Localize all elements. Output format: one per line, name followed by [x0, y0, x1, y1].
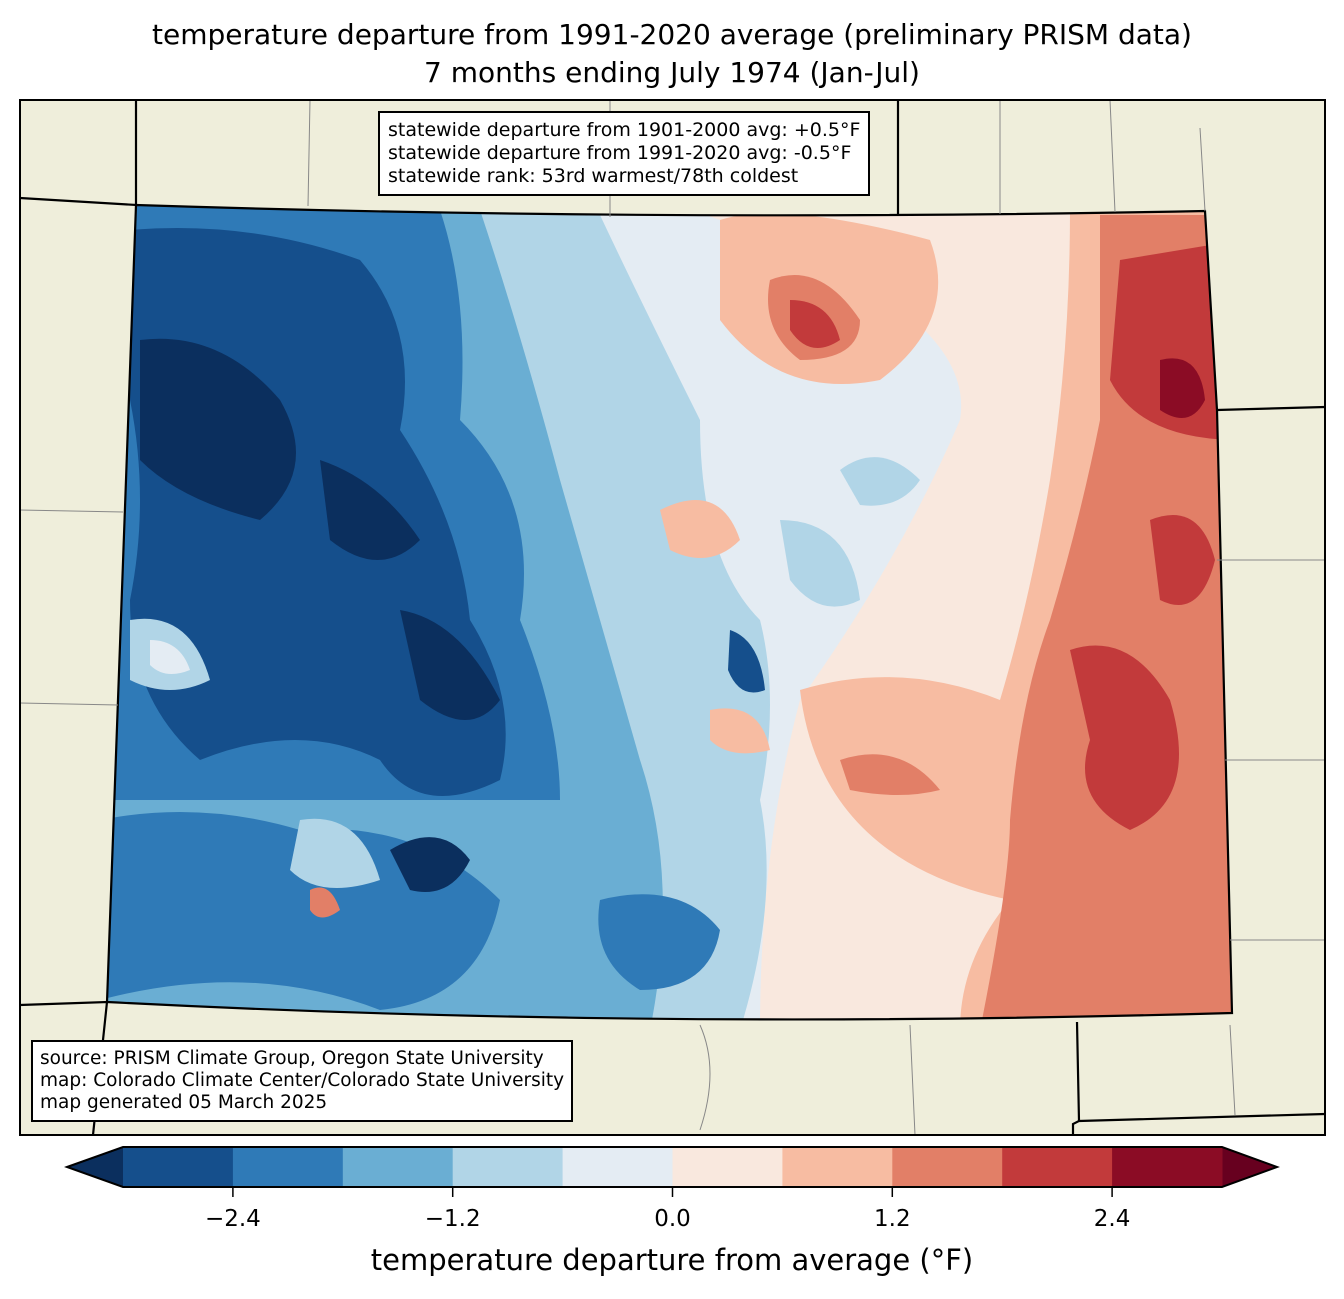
colorbar-tick-label: 0.0: [654, 1206, 691, 1232]
colorbar-tick-label: 1.2: [874, 1206, 911, 1232]
chart-title: temperature departure from 1991-2020 ave…: [152, 18, 1192, 51]
colorbar-bin: [123, 1147, 234, 1187]
colorbar-extend-min: [67, 1147, 123, 1187]
colorbar-bin: [452, 1147, 564, 1187]
state-borders: [19, 100, 1326, 1136]
statewide-stats-box: statewide departure from 1901-2000 avg: …: [378, 111, 871, 196]
colorbar-bin: [1002, 1147, 1113, 1187]
statewide-rank: statewide rank: 53rd warmest/78th coldes…: [388, 165, 799, 187]
wyoming-border: [19, 100, 138, 207]
colorbar-bin: [232, 1147, 344, 1187]
colorado-border: [105, 203, 1234, 1021]
colorbar-bin: [782, 1147, 893, 1187]
colorbar-bin: [562, 1147, 673, 1187]
colorbar-bin: [892, 1147, 1003, 1187]
colorbar-bin: [1112, 1147, 1223, 1187]
chart-subtitle: 7 months ending July 1974 (Jan-Jul): [424, 56, 920, 89]
colorbar-tick-label: 2.4: [1093, 1206, 1131, 1232]
colorbar-outline: [64, 1146, 1280, 1188]
colorbar: [64, 1146, 1280, 1197]
map-frame: [19, 99, 1326, 1136]
departure-1991-2020: statewide departure from 1991-2020 avg: …: [388, 142, 852, 164]
colorbar-label: temperature departure from average (°F): [370, 1243, 974, 1277]
colorbar-tick-label: −1.2: [424, 1206, 481, 1232]
colorbar-extend-max: [1222, 1147, 1277, 1187]
temperature-field: [107, 205, 1232, 1020]
colorbar-bin: [342, 1147, 454, 1187]
colorbar-bin: [672, 1147, 783, 1187]
new-mexico-oklahoma-border: [1071, 1021, 1326, 1135]
generated-date-line: map generated 05 March 2025: [40, 1092, 328, 1113]
source-line: source: PRISM Climate Group, Oregon Stat…: [40, 1048, 544, 1069]
departure-1901-2000: statewide departure from 1901-2000 avg: …: [388, 119, 861, 141]
colorbar-tick-label: −2.4: [204, 1206, 261, 1232]
nebraska-kansas-border: [1216, 405, 1326, 412]
source-box: source: PRISM Climate Group, Oregon Stat…: [31, 1040, 574, 1122]
map-credit-line: map: Colorado Climate Center/Colorado St…: [40, 1070, 565, 1091]
